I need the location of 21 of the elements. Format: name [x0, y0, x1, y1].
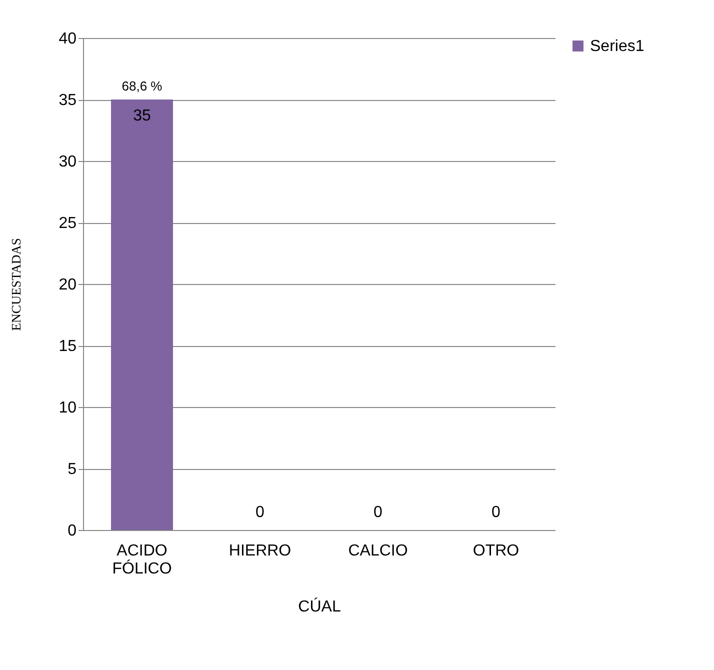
y-tick-label: 35 — [58, 92, 77, 109]
y-tick-label: 40 — [58, 30, 77, 48]
y-tick-label: 20 — [58, 276, 77, 294]
legend-label: Series1 — [590, 38, 644, 55]
y-tick-label: 5 — [68, 461, 77, 478]
annotation: 68,6 % — [122, 78, 163, 94]
y-tick-label: 15 — [58, 338, 77, 355]
data-label: 0 — [374, 504, 383, 521]
data-label: 0 — [256, 504, 265, 521]
x-tick-label: ACIDO FÓLICO — [112, 542, 172, 578]
y-tick-label: 0 — [68, 522, 77, 540]
x-tick-label: HIERRO — [228, 542, 292, 560]
data-label: 35 — [133, 108, 151, 124]
y-tick-label: 30 — [58, 154, 77, 170]
y-tick-label: 10 — [58, 400, 77, 416]
x-axis-title: CÚAL — [298, 598, 341, 616]
y-axis-title: ENCUESTADAS — [8, 238, 24, 331]
x-tick-label: CALCIO — [348, 542, 408, 560]
y-tick-label: 25 — [58, 215, 77, 232]
data-label: 0 — [492, 504, 501, 521]
x-tick-label: OTRO — [472, 542, 520, 560]
